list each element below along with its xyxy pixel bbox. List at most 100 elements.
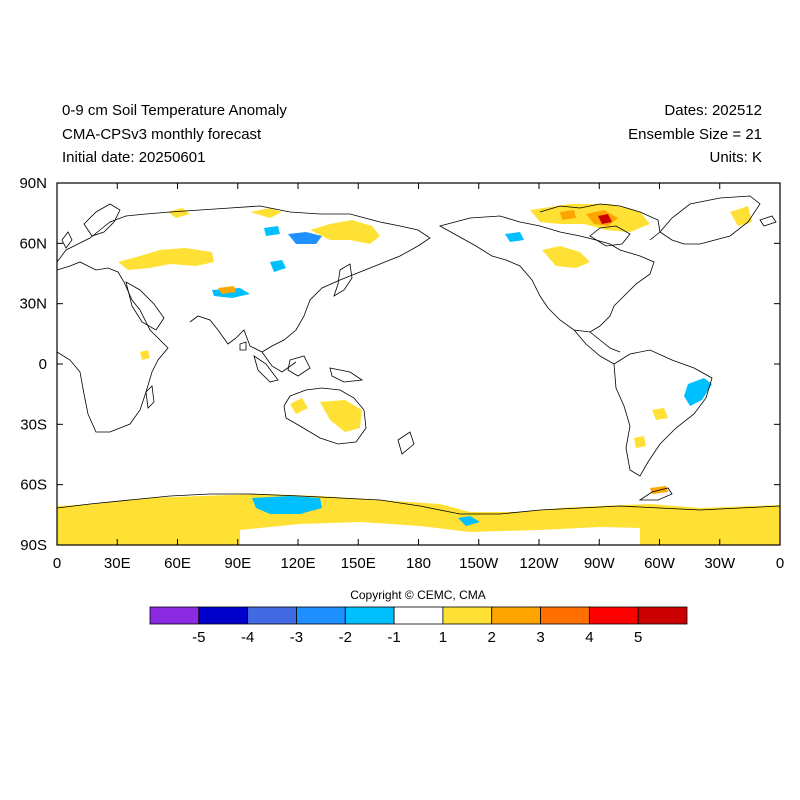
british-isles-coastline (61, 231, 73, 249)
canada-hot-core (598, 214, 612, 224)
africa-warm-region (140, 350, 150, 360)
x-tick-label: 30W (704, 555, 736, 572)
y-tick-label: 60S (20, 477, 47, 494)
east-asia-coastline (189, 245, 419, 353)
antarctica-white-interior (240, 522, 640, 545)
x-tick-label: 90E (224, 555, 251, 572)
x-tick-label: 180 (406, 555, 431, 572)
colorbar-swatch (198, 606, 249, 625)
colorbar-label: 1 (439, 629, 447, 646)
brazil-warm-region (652, 408, 668, 420)
colorbar-swatch (393, 606, 444, 625)
x-tick-label: 90W (584, 555, 616, 572)
x-tick-label: 150E (341, 555, 376, 572)
x-tick-label: 120W (519, 555, 559, 572)
y-tick-label: 90N (19, 175, 47, 192)
colorbar-label: -5 (192, 629, 205, 646)
title-ensemble-size: Ensemble Size = 21 (628, 126, 762, 143)
canada-hot-region (560, 210, 576, 220)
alaska-cold-region (505, 232, 524, 242)
x-tick-label: 120E (280, 555, 315, 572)
x-tick-label: 30E (104, 555, 131, 572)
title-variable: 0-9 cm Soil Temperature Anomaly (62, 102, 287, 119)
iceland-coastline (759, 215, 777, 227)
antarctica-cold-region (252, 496, 322, 514)
hudson-bay-coastline (589, 225, 631, 247)
x-tick-label: 60W (644, 555, 676, 572)
japan-coastline (333, 263, 353, 297)
colorbar-swatch (637, 606, 688, 625)
x-tick-label: 0 (53, 555, 61, 572)
australia-coastline (283, 387, 367, 445)
siberia-cold-region (264, 226, 280, 236)
plot-frame (56, 182, 781, 546)
colorbar-swatch (296, 606, 346, 625)
colorbar-label: -3 (290, 629, 303, 646)
europe-coastline (57, 205, 431, 263)
colorbar-swatch (588, 606, 639, 625)
colorbar: -5 -4 -3 -2 -1 1 2 3 4 5 (149, 606, 688, 646)
colorbar-swatch (442, 606, 493, 625)
title-model: CMA-CPSv3 monthly forecast (62, 126, 262, 143)
copyright-notice: Copyright © CEMC, CMA (350, 588, 486, 602)
africa-coastline (57, 261, 169, 433)
gulf-of-mexico-coastline (589, 331, 621, 353)
colorbar-label: -1 (387, 629, 400, 646)
siberia-cold-region (288, 232, 322, 244)
central-america-coastline (573, 329, 615, 365)
y-tick-label: 30S (20, 416, 47, 433)
y-tick-label: 0 (39, 356, 47, 373)
y-tick-label: 60N (19, 235, 47, 252)
antarctic-peninsula-coastline (638, 487, 673, 501)
antarctica-cold-region (458, 516, 480, 526)
axis-ticks: 0 30E 60E 90E 120E 150E 180 150W 120W 90W 60W 30W 09… (19, 175, 784, 572)
borneo-coastline (287, 355, 311, 377)
patagonia-warm-region (634, 436, 646, 448)
siberia-warm-region (310, 220, 380, 244)
y-tick-label: 90S (20, 537, 47, 554)
colorbar-label: 3 (536, 629, 544, 646)
south-america-coastline (613, 349, 713, 477)
y-tick-label: 30N (19, 296, 47, 313)
australia-warm-region (290, 398, 308, 414)
colorbar-swatch (149, 606, 200, 625)
title-initial-date: Initial date: 20250601 (62, 149, 206, 166)
colorbar-swatch (344, 606, 395, 625)
greenland-warm-region (730, 206, 752, 226)
colorbar-swatch (491, 606, 541, 625)
title-units: Units: K (709, 149, 762, 166)
greenland-coastline (659, 195, 761, 245)
indochina-coastline (261, 351, 297, 373)
colorbar-label: -4 (241, 629, 254, 646)
siberia-warm-region (168, 208, 190, 218)
colorbar-label: -2 (339, 629, 352, 646)
europe-warm-region (118, 248, 214, 270)
north-america-coastline (438, 215, 655, 333)
central-asia-cold-region (270, 260, 286, 272)
scandinavia-coastline (83, 203, 121, 237)
new-guinea-coastline (329, 367, 364, 383)
tibet-warm-region (218, 286, 236, 294)
coastlines (57, 195, 780, 515)
arabia-coastline (125, 281, 165, 331)
sumatra-coastline (253, 355, 279, 383)
us-warm-region (542, 246, 590, 268)
x-tick-label: 60E (164, 555, 191, 572)
siberia-warm-region (250, 208, 282, 218)
colorbar-label: 2 (488, 629, 496, 646)
title-dates: Dates: 202512 (664, 102, 762, 119)
australia-warm-region (320, 400, 362, 432)
x-tick-label: 150W (459, 555, 499, 572)
new-zealand-coastline (397, 431, 415, 455)
sri-lanka-coastline (239, 341, 247, 351)
canadian-archipelago-coastline (539, 203, 661, 241)
antarctica-coastline (57, 493, 780, 515)
colorbar-swatch (540, 606, 590, 625)
colorbar-swatch (247, 606, 297, 625)
brazil-cold-region (684, 378, 712, 406)
x-tick-label: 0 (776, 555, 784, 572)
madagascar-coastline (145, 385, 155, 409)
colorbar-label: 4 (585, 629, 593, 646)
colorbar-label: 5 (634, 629, 642, 646)
